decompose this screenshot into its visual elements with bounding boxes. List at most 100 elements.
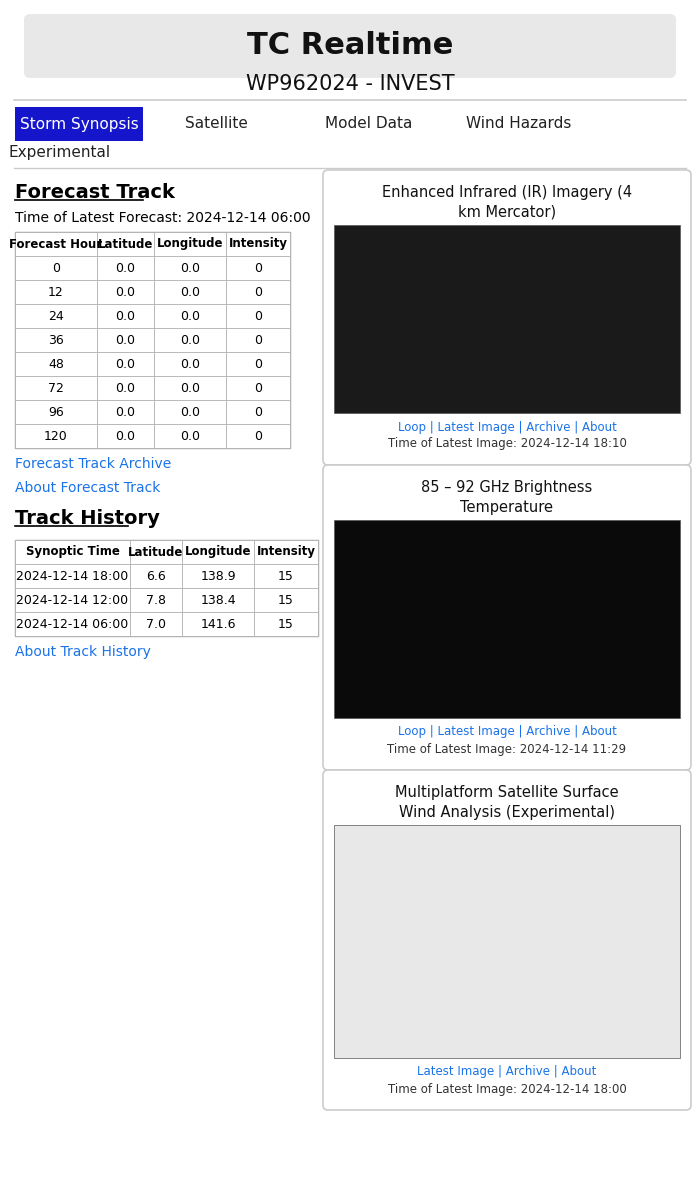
Text: 15: 15 <box>278 569 294 582</box>
Bar <box>226 377 290 401</box>
Text: 0.0: 0.0 <box>180 261 200 274</box>
Text: Longitude: Longitude <box>157 237 223 250</box>
Bar <box>226 256 290 280</box>
Text: 0.0: 0.0 <box>116 429 136 443</box>
Text: Model Data: Model Data <box>326 117 413 131</box>
Bar <box>15 401 97 423</box>
Text: Forecast Track: Forecast Track <box>15 183 175 201</box>
Text: 138.9: 138.9 <box>200 569 236 582</box>
Text: 0.0: 0.0 <box>116 381 136 395</box>
Text: 0: 0 <box>254 429 262 443</box>
Bar <box>226 232 290 256</box>
Text: 0.0: 0.0 <box>180 405 200 419</box>
Bar <box>15 564 130 588</box>
Text: Forecast Track Archive: Forecast Track Archive <box>15 457 172 472</box>
Bar <box>226 304 290 328</box>
Text: 0: 0 <box>254 285 262 298</box>
Text: Wind Hazards: Wind Hazards <box>466 117 572 131</box>
Text: 48: 48 <box>48 357 64 371</box>
Bar <box>182 540 254 564</box>
Bar <box>334 225 680 413</box>
Text: 7.8: 7.8 <box>146 593 166 606</box>
Text: 0.0: 0.0 <box>180 357 200 371</box>
Text: 72: 72 <box>48 381 64 395</box>
Text: WP962024 - INVEST: WP962024 - INVEST <box>246 75 454 94</box>
Text: 0.0: 0.0 <box>180 309 200 322</box>
Text: Loop | Latest Image | Archive | About: Loop | Latest Image | Archive | About <box>398 725 617 739</box>
Bar <box>154 304 226 328</box>
Bar <box>154 280 226 304</box>
Text: Multiplatform Satellite Surface
Wind Analysis (Experimental): Multiplatform Satellite Surface Wind Ana… <box>395 786 619 819</box>
Text: Time of Latest Image: 2024-12-14 18:00: Time of Latest Image: 2024-12-14 18:00 <box>388 1083 626 1096</box>
Text: 85 – 92 GHz Brightness
Temperature: 85 – 92 GHz Brightness Temperature <box>421 480 593 515</box>
Bar <box>154 352 226 377</box>
Text: 0: 0 <box>254 261 262 274</box>
Bar <box>182 588 254 612</box>
Text: Satellite: Satellite <box>185 117 247 131</box>
Bar <box>226 328 290 352</box>
Bar <box>182 612 254 636</box>
Text: 36: 36 <box>48 333 64 346</box>
Text: 6.6: 6.6 <box>146 569 166 582</box>
Bar <box>15 540 318 636</box>
Text: 120: 120 <box>44 429 68 443</box>
Text: 12: 12 <box>48 285 64 298</box>
Bar <box>226 352 290 377</box>
Text: TC Realtime: TC Realtime <box>247 31 453 60</box>
Text: Intensity: Intensity <box>256 545 316 558</box>
Text: Latitude: Latitude <box>98 237 153 250</box>
Bar <box>154 377 226 401</box>
Bar <box>154 256 226 280</box>
Bar <box>226 401 290 423</box>
Bar <box>154 328 226 352</box>
Text: 0.0: 0.0 <box>116 309 136 322</box>
Bar <box>15 540 130 564</box>
Text: Track History: Track History <box>15 509 160 527</box>
Text: Intensity: Intensity <box>228 237 288 250</box>
Bar <box>254 540 318 564</box>
Bar <box>182 564 254 588</box>
Text: 0.0: 0.0 <box>116 357 136 371</box>
Bar <box>97 401 154 423</box>
Bar <box>154 423 226 448</box>
Text: 0: 0 <box>254 309 262 322</box>
Text: 0.0: 0.0 <box>116 285 136 298</box>
Text: 2024-12-14 12:00: 2024-12-14 12:00 <box>16 593 129 606</box>
Text: About Forecast Track: About Forecast Track <box>15 481 160 494</box>
Text: Longitude: Longitude <box>185 545 251 558</box>
Text: 0: 0 <box>254 333 262 346</box>
Text: 141.6: 141.6 <box>200 617 236 630</box>
Text: 0.0: 0.0 <box>180 381 200 395</box>
Bar <box>15 280 97 304</box>
Bar <box>15 423 97 448</box>
Text: 15: 15 <box>278 617 294 630</box>
Bar <box>130 564 182 588</box>
Bar <box>15 232 290 448</box>
Bar <box>15 304 97 328</box>
Bar <box>130 588 182 612</box>
Text: 2024-12-14 18:00: 2024-12-14 18:00 <box>16 569 129 582</box>
Bar <box>154 232 226 256</box>
Bar <box>97 423 154 448</box>
Bar <box>15 588 130 612</box>
Text: Latitude: Latitude <box>128 545 183 558</box>
Bar <box>334 825 680 1057</box>
Bar <box>130 540 182 564</box>
Bar <box>97 256 154 280</box>
Bar <box>15 256 97 280</box>
Text: 0.0: 0.0 <box>116 261 136 274</box>
Text: Latest Image | Archive | About: Latest Image | Archive | About <box>417 1066 596 1079</box>
Text: 0: 0 <box>254 357 262 371</box>
Bar <box>15 107 143 141</box>
Bar <box>334 520 680 718</box>
Text: 24: 24 <box>48 309 64 322</box>
Bar <box>254 612 318 636</box>
Text: Time of Latest Image: 2024-12-14 18:10: Time of Latest Image: 2024-12-14 18:10 <box>388 438 626 450</box>
FancyBboxPatch shape <box>24 14 676 78</box>
FancyBboxPatch shape <box>323 770 691 1110</box>
Text: 0: 0 <box>254 405 262 419</box>
FancyBboxPatch shape <box>323 170 691 466</box>
Text: 2024-12-14 06:00: 2024-12-14 06:00 <box>16 617 129 630</box>
Bar <box>97 328 154 352</box>
Bar <box>97 377 154 401</box>
